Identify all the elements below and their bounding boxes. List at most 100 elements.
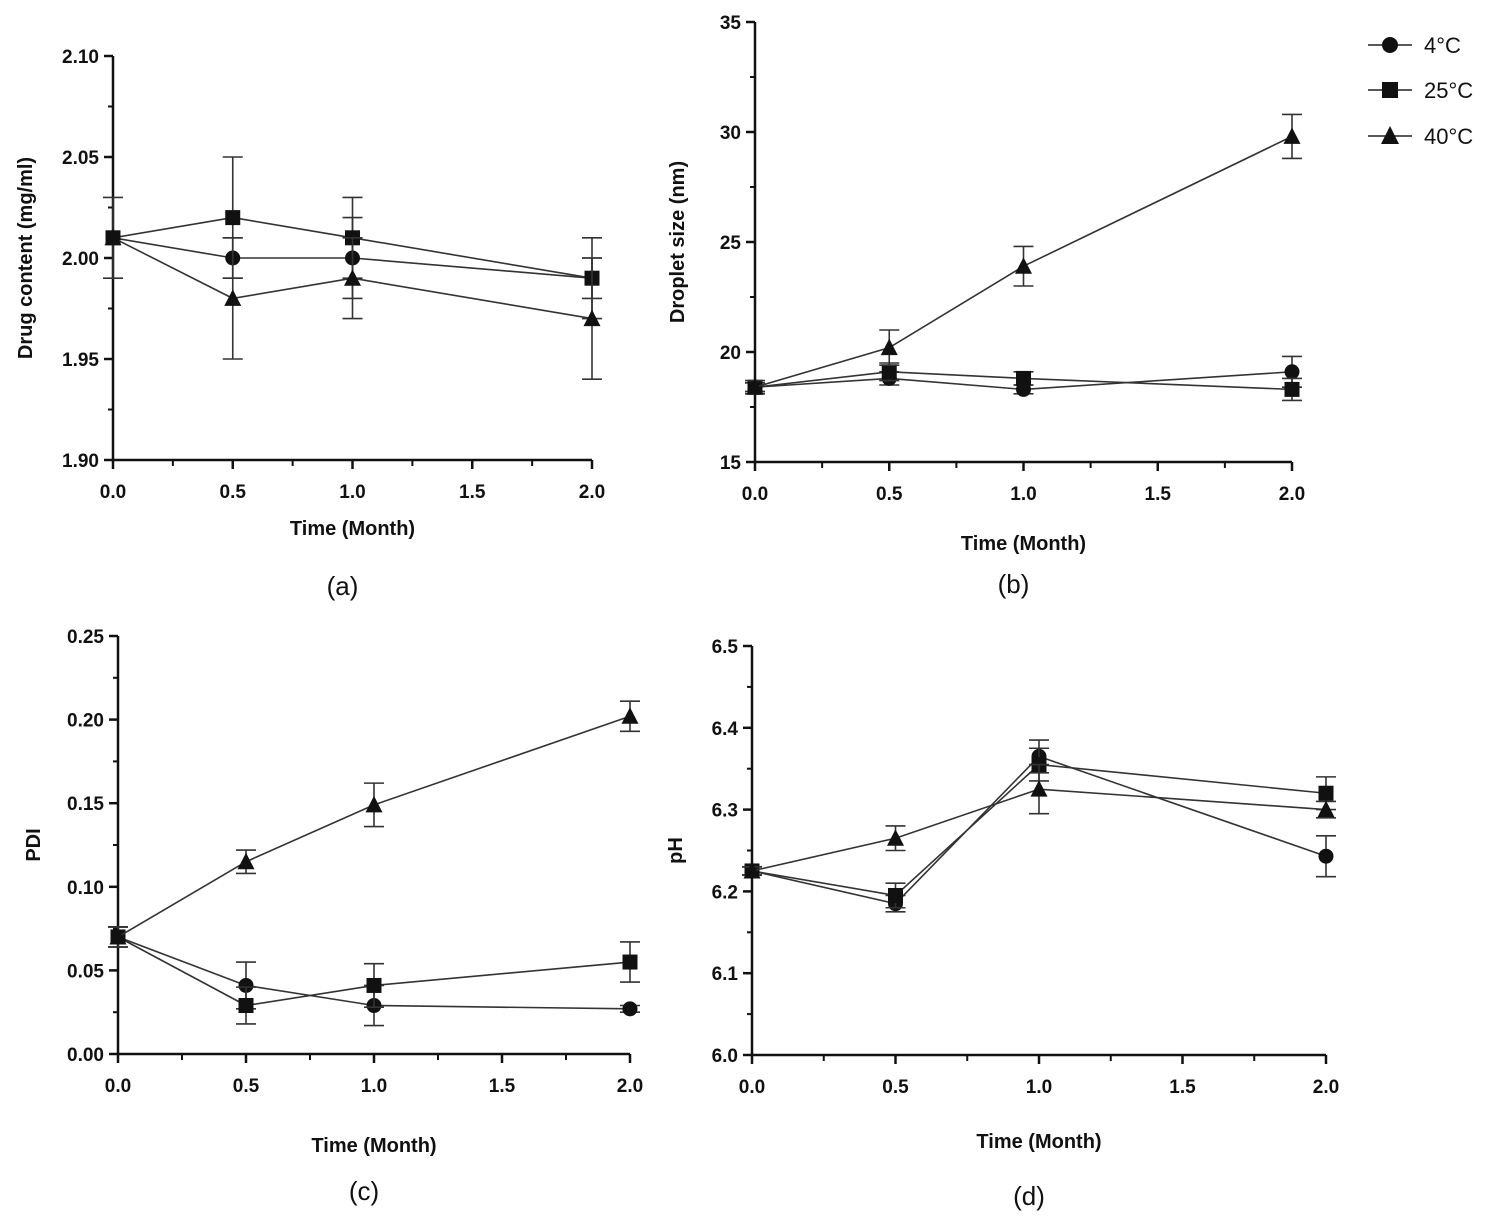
panel-d-series-line (751, 763, 1327, 897)
legend: 4°C 25°C 40°C (1368, 33, 1473, 149)
panel-a-axes: 1.90 1.95 2.00 2.05 2.10 0.0 0.5 1.0 1.5 2.0 (62, 47, 605, 503)
legend-label-25c: 25°C (1424, 78, 1473, 103)
panel-b-droplet-size-chart: 15 20 25 30 35 0.0 0.5 1.0 1.5 2.0 Time (Month) Dro… (667, 13, 1305, 599)
panel-c-point-triangle (109, 927, 127, 945)
panel-c-y-axis-title: PDI (23, 828, 45, 861)
panel-b-y-tick-label: 20 (720, 343, 741, 364)
panel-a-y-tick-label: 2.10 (62, 47, 99, 68)
panel-d-point-triangle (1030, 780, 1048, 797)
panel-a-label: (a) (327, 571, 359, 601)
panel-b-x-tick-label: 1.5 (1145, 484, 1172, 505)
panel-c-x-tick-label: 1.0 (361, 1076, 387, 1097)
panel-b-point-circle (1284, 364, 1300, 380)
panel-c-series-line (117, 715, 631, 938)
panel-b-series-line (754, 370, 1293, 391)
panel-d-y-tick-label: 6.3 (712, 801, 738, 822)
panel-a-point-triangle (104, 228, 122, 246)
panel-d-series-line (751, 788, 1327, 872)
panel-c-y-tick-label: 0.05 (67, 961, 104, 982)
panel-c-x-tick-label: 0.5 (233, 1076, 260, 1097)
panel-d-y-tick-label: 6.5 (712, 637, 739, 658)
panel-d-x-tick-label: 0.5 (882, 1077, 909, 1098)
legend-item-4c: 4°C (1368, 33, 1461, 58)
panel-b-series-triangle (745, 113, 1302, 395)
legend-square-icon (1382, 82, 1398, 98)
panel-a-series-line (112, 216, 593, 279)
panel-d-x-tick-label: 1.0 (1026, 1077, 1052, 1098)
panel-c-y-tick-label: 0.10 (67, 878, 104, 899)
panel-a-x-tick-label: 1.0 (339, 482, 365, 503)
panel-c-series-line (117, 936, 631, 1007)
panel-d-y-tick-label: 6.1 (712, 964, 739, 985)
panel-c-axes: 0.00 0.05 0.10 0.15 0.20 0.25 0.0 0.5 1.0 1.5 2.0 (67, 627, 643, 1097)
panel-b-point-square (881, 364, 897, 380)
panel-b-point-square (1016, 370, 1031, 386)
panel-d-ph-chart: 6.0 6.1 6.2 6.3 6.4 6.5 0.0 0.5 1.0 1.5 2.0 Time (M… (665, 637, 1339, 1211)
panel-a-y-axis-title: Drug content (mg/ml) (15, 157, 37, 359)
panel-c-point-circle (238, 977, 254, 993)
panel-b-x-tick-label: 2.0 (1279, 484, 1305, 505)
panel-c-x-tick-label: 0.0 (105, 1076, 131, 1097)
panel-a-series-line (112, 237, 593, 279)
panel-b-point-triangle (880, 338, 898, 356)
panel-d-x-axis-title: Time (Month) (976, 1131, 1101, 1153)
panel-d-y-tick-label: 6.2 (712, 882, 738, 903)
panel-c-y-tick-label: 0.15 (67, 794, 104, 815)
panel-a-x-tick-label: 0.0 (100, 482, 126, 503)
panel-a-y-tick-label: 1.90 (62, 451, 99, 472)
panel-d-point-triangle (887, 829, 904, 846)
panel-c-x-tick-label: 1.5 (489, 1076, 516, 1097)
legend-item-25c: 25°C (1368, 78, 1473, 103)
panel-c-y-tick-label: 0.25 (67, 627, 104, 648)
panel-a-x-tick-label: 2.0 (579, 482, 605, 503)
panel-d-x-tick-label: 2.0 (1313, 1077, 1339, 1098)
panel-d-point-square (1318, 785, 1334, 801)
panel-a-x-tick-label: 1.5 (459, 482, 486, 503)
panel-c-y-tick-label: 0.20 (67, 711, 104, 732)
panel-a-point-square (225, 210, 241, 226)
panel-d-point-square (888, 887, 903, 903)
panel-d-point-circle (1318, 848, 1334, 864)
panel-d-series-triangle (742, 763, 1336, 879)
panel-a-point-triangle (224, 289, 242, 306)
panel-b-point-triangle (1283, 127, 1301, 144)
legend-label-4c: 4°C (1424, 33, 1461, 58)
panel-d-label: (d) (1013, 1181, 1045, 1211)
panel-a-point-triangle (344, 269, 361, 286)
panel-d-x-tick-label: 1.5 (1169, 1077, 1196, 1098)
panel-b-series-line (754, 135, 1293, 388)
panel-a-y-tick-label: 2.00 (62, 249, 99, 270)
panel-d-y-axis-title: pH (665, 837, 687, 864)
panel-b-x-tick-label: 1.0 (1010, 484, 1036, 505)
panel-c-point-square (622, 954, 638, 970)
panel-b-label: (b) (998, 569, 1030, 599)
panel-c-series-triangle (108, 700, 640, 948)
panel-b-point-triangle (746, 378, 764, 395)
panel-a-series-circle (105, 216, 602, 300)
panel-b-x-tick-label: 0.5 (876, 484, 903, 505)
panel-d-point-triangle (1317, 800, 1335, 818)
panel-c-x-axis-title: Time (Month) (311, 1135, 436, 1157)
panel-d-x-tick-label: 0.0 (739, 1077, 765, 1098)
panel-a-series-line (112, 237, 593, 320)
panel-d-y-tick-label: 6.4 (712, 719, 739, 740)
panel-d-y-tick-label: 6.0 (712, 1046, 738, 1067)
legend-circle-icon (1382, 37, 1398, 53)
panel-c-point-triangle (237, 852, 255, 870)
panel-a-x-axis-title: Time (Month) (290, 518, 415, 540)
panel-a-y-tick-label: 1.95 (62, 350, 99, 371)
legend-item-40c: 40°C (1368, 124, 1473, 149)
legend-triangle-icon (1381, 126, 1399, 144)
panel-b-x-tick-label: 0.0 (742, 484, 768, 505)
panel-b-series-line (754, 371, 1293, 391)
panel-c-y-tick-label: 0.00 (67, 1045, 104, 1066)
panel-c-point-square (238, 998, 254, 1014)
panel-c-x-tick-label: 2.0 (617, 1076, 643, 1097)
panel-c-point-square (366, 977, 382, 993)
panel-a-x-tick-label: 0.5 (220, 482, 247, 503)
panel-b-y-tick-label: 30 (720, 123, 741, 144)
panel-b-y-tick-label: 15 (720, 453, 742, 474)
panel-d-axes: 6.0 6.1 6.2 6.3 6.4 6.5 0.0 0.5 1.0 1.5 2.0 (712, 637, 1340, 1098)
panel-b-y-tick-label: 35 (720, 13, 742, 34)
